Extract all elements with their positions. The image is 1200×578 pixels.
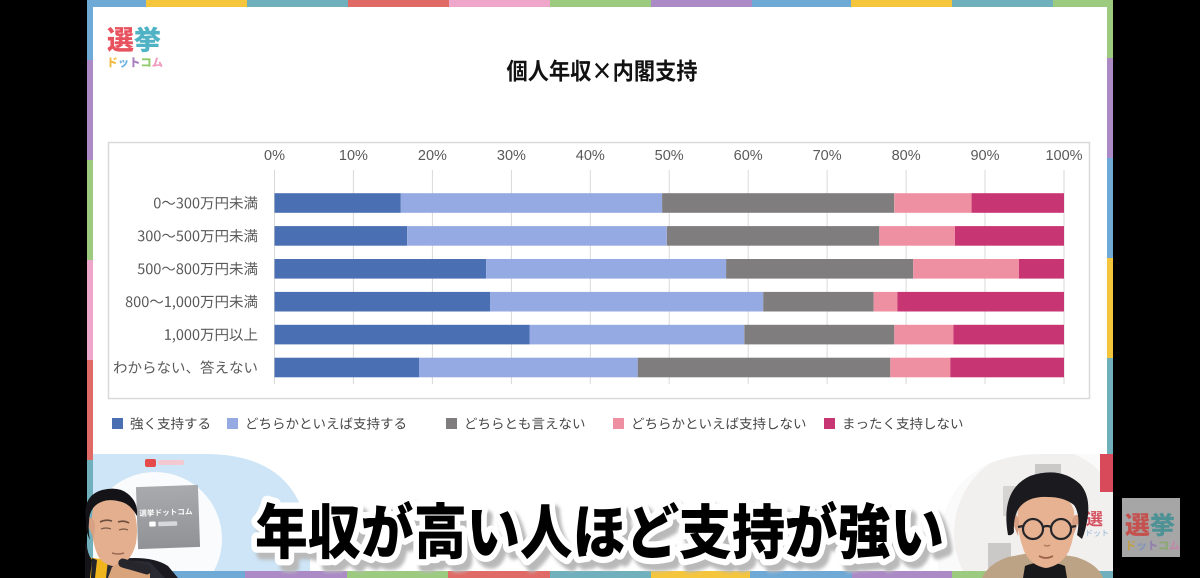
svg-text:20%: 20% [418, 148, 447, 164]
svg-text:70%: 70% [813, 148, 842, 164]
svg-text:100%: 100% [1045, 148, 1082, 164]
svg-text:30%: 30% [497, 148, 526, 164]
svg-text:0%: 0% [264, 148, 285, 164]
svg-text:50%: 50% [655, 148, 684, 164]
svg-text:60%: 60% [734, 148, 763, 164]
svg-text:10%: 10% [339, 148, 368, 164]
svg-text:80%: 80% [892, 148, 921, 164]
svg-text:40%: 40% [576, 148, 605, 164]
svg-text:90%: 90% [970, 148, 999, 164]
